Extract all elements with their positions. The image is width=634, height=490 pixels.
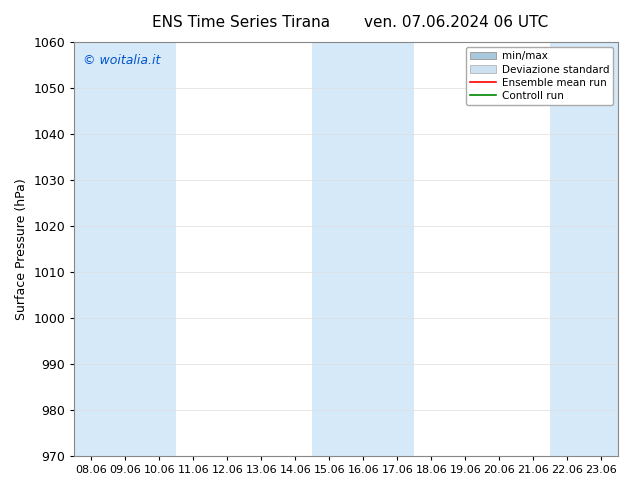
Text: © woitalia.it: © woitalia.it [82,54,160,68]
Bar [313,42,415,456]
Text: ENS Time Series Tirana: ENS Time Series Tirana [152,15,330,30]
Bar [550,42,619,456]
Y-axis label: Surface Pressure (hPa): Surface Pressure (hPa) [15,178,28,320]
Bar [74,42,176,456]
Legend: min/max, Deviazione standard, Ensemble mean run, Controll run: min/max, Deviazione standard, Ensemble m… [466,47,613,105]
Text: ven. 07.06.2024 06 UTC: ven. 07.06.2024 06 UTC [365,15,548,30]
